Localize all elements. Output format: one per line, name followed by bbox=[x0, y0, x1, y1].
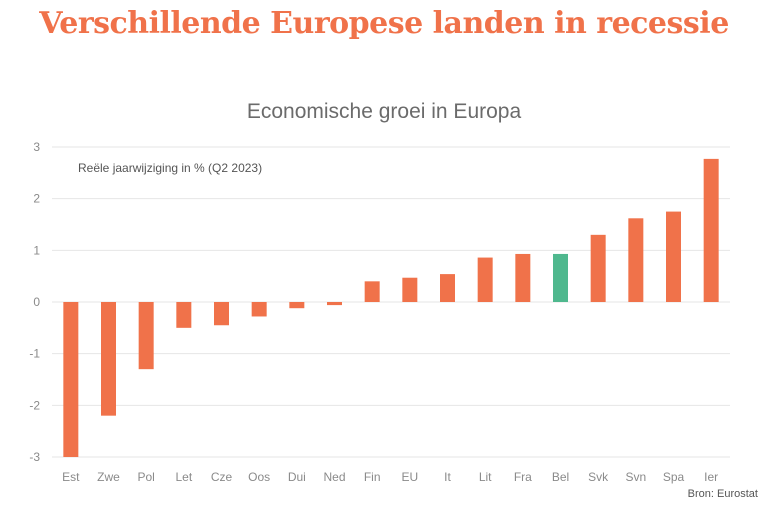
x-tick-label: Bel bbox=[552, 470, 569, 484]
y-tick-label: 0 bbox=[33, 295, 40, 309]
x-tick-label: Fin bbox=[364, 470, 381, 484]
headline: Verschillende Europese landen in recessi… bbox=[39, 6, 729, 41]
chart-annotation: Reële jaarwijziging in % (Q2 2023) bbox=[78, 161, 262, 175]
x-tick-label: Lit bbox=[479, 470, 492, 484]
bar-it bbox=[440, 274, 455, 302]
bar-ier bbox=[703, 158, 719, 302]
bar-oos bbox=[251, 302, 267, 317]
bar-dui bbox=[289, 302, 305, 309]
x-tick-label: Svn bbox=[625, 470, 646, 484]
x-tick-label: Oos bbox=[248, 470, 270, 484]
x-tick-label: Dui bbox=[288, 470, 306, 484]
x-tick-label: Pol bbox=[137, 470, 154, 484]
bar-est bbox=[63, 302, 79, 457]
x-tick-label: Let bbox=[175, 470, 192, 484]
x-tick-label: It bbox=[444, 470, 451, 484]
source-note: Bron: Eurostat bbox=[687, 488, 758, 500]
x-tick-label: EU bbox=[401, 470, 418, 484]
x-tick-label: Est bbox=[62, 470, 80, 484]
y-tick-label: -3 bbox=[29, 450, 40, 464]
x-tick-label: Spa bbox=[663, 470, 685, 484]
x-tick-label: Svk bbox=[588, 470, 609, 484]
bar-svn bbox=[628, 218, 644, 302]
bar-fin bbox=[364, 281, 380, 302]
bar-lit bbox=[477, 257, 493, 302]
bar-cze bbox=[214, 302, 229, 326]
bar-zwe bbox=[101, 302, 116, 416]
bar-bel bbox=[553, 253, 568, 302]
x-tick-label: Ned bbox=[323, 470, 345, 484]
bar-pol bbox=[138, 302, 154, 370]
bar-fra bbox=[515, 253, 531, 302]
y-tick-label: -1 bbox=[29, 347, 40, 361]
x-tick-label: Ier bbox=[704, 470, 718, 484]
bar-svk bbox=[590, 234, 606, 302]
chart-title: Economische groei in Europa bbox=[246, 100, 522, 123]
bar-spa bbox=[666, 211, 681, 302]
y-tick-label: 2 bbox=[33, 192, 40, 206]
bar-let bbox=[176, 302, 192, 328]
bar-eu bbox=[402, 277, 418, 302]
x-tick-label: Zwe bbox=[97, 470, 120, 484]
y-tick-label: -2 bbox=[29, 398, 40, 412]
y-tick-label: 3 bbox=[33, 140, 40, 154]
x-tick-label: Cze bbox=[211, 470, 233, 484]
y-tick-label: 1 bbox=[33, 243, 40, 257]
x-tick-label: Fra bbox=[514, 470, 532, 484]
bar-ned bbox=[327, 302, 342, 306]
